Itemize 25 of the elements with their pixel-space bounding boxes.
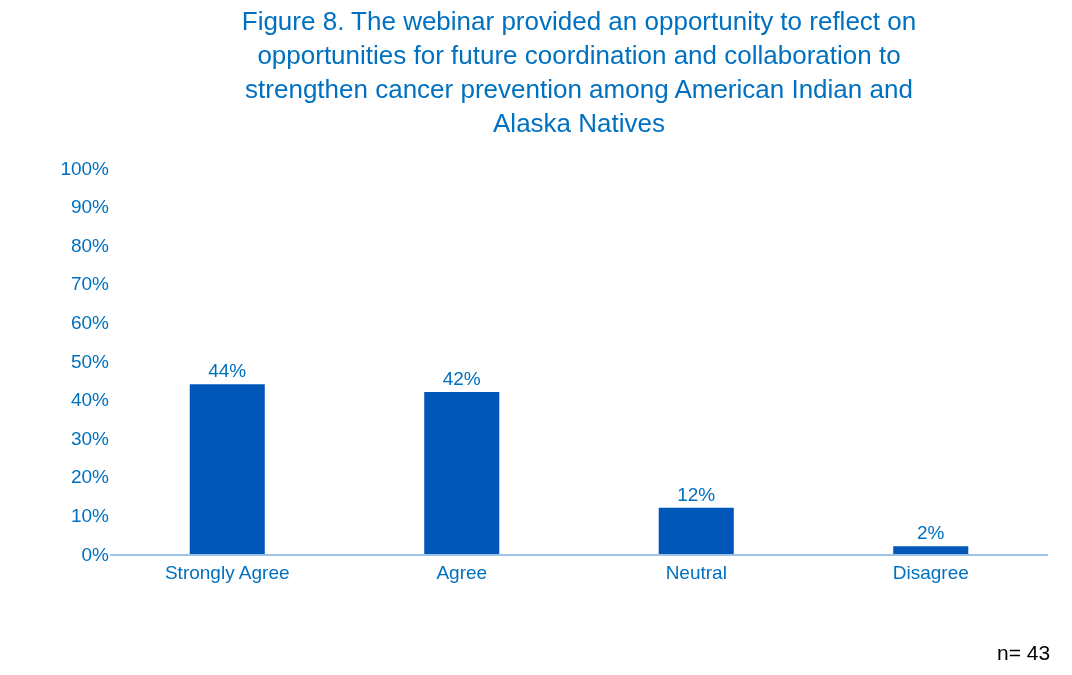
data-label: 44% [208, 360, 247, 382]
y-tick-label: 70% [70, 273, 110, 295]
chart-title: Figure 8. The webinar provided an opportunity to reflect on opportunities for future coordination and collaboration to strengthen cancer prevention among American Indian and Alaska Natives [241, 6, 917, 138]
x-tick-label: Strongly Agree [164, 561, 290, 583]
bar [189, 384, 265, 554]
x-tick-label: Neutral [665, 561, 727, 583]
y-tick-label: 60% [70, 312, 110, 334]
y-tick-label: 30% [70, 427, 110, 449]
y-tick-label: 50% [70, 350, 110, 372]
bar [658, 507, 734, 554]
data-label: 2% [916, 522, 945, 544]
y-tick-label: 100% [60, 157, 110, 179]
x-tick-label: Disagree [892, 561, 969, 583]
x-tick-label: Agree [436, 561, 488, 583]
text: n= 43 [997, 641, 1051, 664]
y-tick-label: 80% [70, 234, 110, 256]
data-label: 42% [442, 367, 481, 389]
y-tick-label: 10% [70, 505, 110, 527]
y-tick-label: 20% [70, 466, 110, 488]
data-label: 12% [677, 483, 716, 505]
y-tick-label: 40% [70, 389, 110, 411]
y-tick-label: 0% [81, 543, 110, 565]
y-tick-label: 90% [70, 196, 110, 218]
bar [424, 391, 500, 554]
bar [893, 546, 969, 554]
